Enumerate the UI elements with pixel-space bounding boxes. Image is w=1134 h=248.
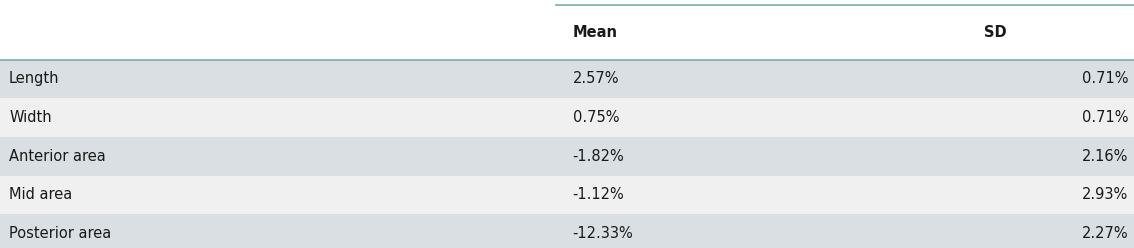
Bar: [0, 137, 1134, 176]
Text: 2.93%: 2.93%: [1082, 187, 1128, 202]
Text: Length: Length: [9, 71, 60, 86]
Bar: [0, 214, 1134, 248]
Text: 2.27%: 2.27%: [1082, 226, 1128, 241]
Text: 0.71%: 0.71%: [1082, 71, 1128, 86]
Text: Mid area: Mid area: [9, 187, 73, 202]
Text: 0.75%: 0.75%: [573, 110, 619, 125]
Text: -12.33%: -12.33%: [573, 226, 634, 241]
Bar: [0, 176, 1134, 214]
Text: SD: SD: [984, 25, 1007, 40]
Text: Posterior area: Posterior area: [9, 226, 111, 241]
Text: Mean: Mean: [573, 25, 618, 40]
Text: 2.16%: 2.16%: [1082, 149, 1128, 164]
Text: -1.82%: -1.82%: [573, 149, 625, 164]
Text: -1.12%: -1.12%: [573, 187, 625, 202]
Text: Width: Width: [9, 110, 52, 125]
Text: Anterior area: Anterior area: [9, 149, 105, 164]
Text: 2.57%: 2.57%: [573, 71, 619, 86]
Bar: [0, 98, 1134, 137]
Text: 0.71%: 0.71%: [1082, 110, 1128, 125]
Bar: [0, 60, 1134, 98]
